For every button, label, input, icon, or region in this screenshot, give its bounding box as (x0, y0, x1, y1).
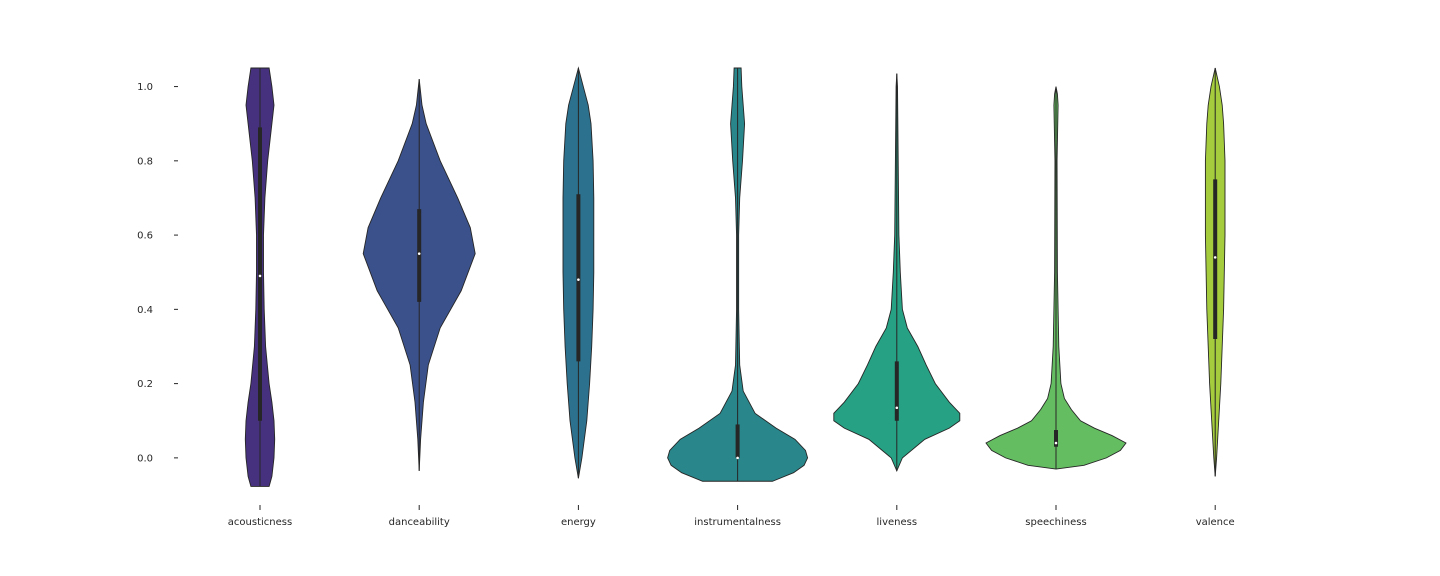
violin-median (577, 278, 580, 281)
violin-median (736, 456, 739, 460)
x-tick-label: danceability (389, 517, 450, 528)
x-tick-label: valence (1196, 517, 1235, 528)
violin-median (1054, 441, 1058, 445)
x-tick-label: liveness (877, 517, 918, 528)
violin-median (258, 274, 262, 278)
y-tick-label: 0.6 (137, 231, 153, 242)
y-tick-label: 0.0 (137, 453, 153, 464)
x-tick-label: instrumentalness (694, 517, 781, 528)
y-tick-label: 0.4 (137, 305, 153, 316)
x-tick-label: speechiness (1025, 517, 1086, 528)
violin-median (417, 252, 421, 255)
x-tick-label: acousticness (228, 517, 292, 528)
violin-median (895, 406, 899, 410)
violin-median (1213, 256, 1217, 259)
y-tick-label: 0.8 (137, 156, 153, 167)
y-axis: 0.0 0.2 0.4 0.6 0.8 1.0 (137, 82, 178, 464)
violins (244, 66, 1226, 487)
y-tick-label: 0.2 (137, 379, 153, 390)
x-axis: acousticness danceability energy instrument… (228, 505, 1235, 528)
x-tick-label: energy (561, 517, 596, 528)
y-tick-label: 1.0 (137, 82, 153, 93)
